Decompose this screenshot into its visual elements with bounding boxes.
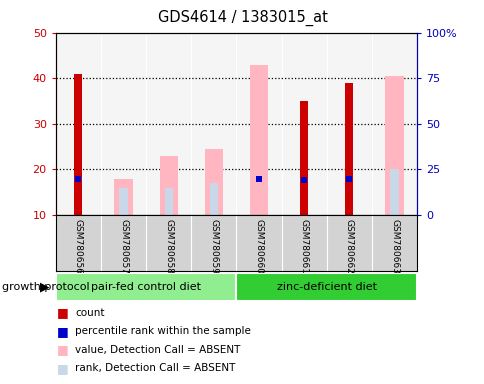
Text: ▶: ▶ xyxy=(40,281,50,293)
Text: rank, Detection Call = ABSENT: rank, Detection Call = ABSENT xyxy=(75,363,235,373)
Text: growth protocol: growth protocol xyxy=(2,282,90,292)
Bar xyxy=(164,188,172,215)
Bar xyxy=(345,83,353,215)
Text: pair-fed control diet: pair-fed control diet xyxy=(91,282,201,292)
Text: GSM780663: GSM780663 xyxy=(389,220,398,275)
Text: GSM780662: GSM780662 xyxy=(344,220,353,275)
Text: GDS4614 / 1383015_at: GDS4614 / 1383015_at xyxy=(157,10,327,26)
Text: GSM780657: GSM780657 xyxy=(119,220,128,275)
Text: GSM780658: GSM780658 xyxy=(164,220,173,275)
Bar xyxy=(236,273,416,301)
Bar xyxy=(249,65,268,215)
Bar xyxy=(210,183,217,215)
Bar xyxy=(159,156,177,215)
Text: GSM780660: GSM780660 xyxy=(254,220,263,275)
Text: GSM780656: GSM780656 xyxy=(74,220,83,275)
Text: GSM780659: GSM780659 xyxy=(209,220,218,275)
Bar xyxy=(74,74,82,215)
Bar xyxy=(114,179,132,215)
Bar xyxy=(204,149,223,215)
Bar xyxy=(390,169,398,215)
Text: ■: ■ xyxy=(57,306,69,319)
Text: zinc-deficient diet: zinc-deficient diet xyxy=(276,282,376,292)
Text: value, Detection Call = ABSENT: value, Detection Call = ABSENT xyxy=(75,345,240,355)
Bar xyxy=(385,76,403,215)
Text: ■: ■ xyxy=(57,343,69,356)
Bar xyxy=(119,188,127,215)
Text: GSM780661: GSM780661 xyxy=(299,220,308,275)
Text: ■: ■ xyxy=(57,325,69,338)
Bar xyxy=(300,101,308,215)
Text: percentile rank within the sample: percentile rank within the sample xyxy=(75,326,251,336)
Bar xyxy=(56,273,236,301)
Text: ■: ■ xyxy=(57,362,69,375)
Text: count: count xyxy=(75,308,105,318)
